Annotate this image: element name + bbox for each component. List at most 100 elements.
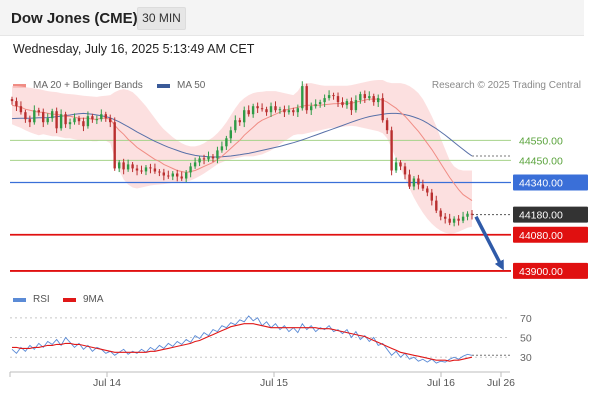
candle-body: [144, 167, 148, 172]
candle-body: [359, 94, 362, 101]
candle-body: [33, 110, 36, 123]
candle-body: [225, 138, 228, 147]
candle-body: [211, 156, 215, 159]
candle-body: [193, 162, 197, 167]
candle-body: [372, 96, 375, 103]
candle: [461, 211, 465, 224]
legend-ma20-label: MA 20 + Bollinger Bands: [33, 80, 143, 91]
candle-body: [189, 166, 192, 173]
candle-body: [185, 172, 188, 179]
candle-body: [42, 112, 45, 123]
candle: [37, 107, 40, 116]
candle: [301, 81, 304, 111]
candle-body: [292, 110, 295, 113]
instrument-title: Dow Jones (CME): [11, 10, 138, 27]
candle: [162, 168, 165, 181]
candle: [260, 103, 264, 112]
level-tag-resistance: 44550.00: [519, 135, 563, 147]
candle-body: [59, 114, 63, 129]
level-tag-box: [513, 174, 588, 191]
candle: [368, 91, 371, 101]
rsi-tick-label: 30: [520, 352, 532, 364]
candle: [283, 105, 286, 118]
level-label: 44180.00: [519, 210, 563, 222]
candle: [296, 104, 299, 118]
candle-body: [350, 101, 353, 111]
candle-body: [24, 112, 27, 120]
candle-body: [426, 188, 429, 193]
candle: [149, 163, 152, 174]
candle-body: [216, 150, 219, 159]
candle-body: [399, 162, 402, 167]
candle: [381, 93, 384, 123]
candle-body: [251, 106, 255, 115]
level-tag-box: [513, 206, 588, 223]
candle: [33, 105, 36, 125]
candle-body: [368, 96, 371, 99]
candle: [372, 93, 375, 106]
candle: [104, 111, 107, 122]
candle-body: [457, 218, 460, 221]
candle-body: [278, 109, 282, 111]
candle: [68, 118, 72, 130]
candle: [144, 165, 148, 176]
x-tick-label: Jul 15: [260, 377, 288, 389]
candle: [444, 213, 447, 224]
candle-body: [64, 114, 67, 125]
candle-body: [283, 109, 286, 113]
candle: [193, 157, 197, 169]
candle-body: [113, 122, 116, 169]
level-tag-last: 44180.00: [513, 206, 588, 223]
candle: [448, 213, 451, 226]
candle: [109, 114, 112, 128]
candle-body: [229, 130, 232, 139]
candle-body: [265, 109, 268, 113]
candle-body: [385, 120, 389, 131]
candle: [439, 208, 442, 221]
level-tag-support: 44080.00: [513, 226, 588, 243]
candle: [82, 117, 85, 132]
candle: [430, 188, 433, 206]
timeframe-button[interactable]: 30 MIN: [137, 7, 186, 30]
legend-rsi-label: RSI: [33, 294, 50, 305]
candle-body: [95, 119, 98, 121]
candle: [131, 162, 134, 173]
candle-body: [466, 213, 469, 217]
candle-body: [243, 110, 246, 123]
candle-body: [202, 158, 206, 160]
candle-body: [444, 216, 447, 219]
candle-body: [430, 192, 433, 201]
candle-body: [176, 173, 179, 177]
candle-body: [435, 200, 438, 211]
candle-body: [287, 110, 291, 113]
candle-body: [118, 162, 121, 169]
candle-body: [19, 106, 23, 113]
rsi-tick-label: 70: [520, 313, 532, 325]
ma20-swatch: [13, 83, 26, 88]
credit-label: Research © 2025 Trading Central: [431, 80, 581, 91]
candle-body: [421, 184, 425, 189]
candle-body: [310, 106, 313, 111]
candle-body: [439, 210, 442, 217]
candle-body: [198, 158, 201, 163]
projection-arrow: [474, 215, 504, 271]
candle: [332, 92, 335, 100]
candle: [118, 160, 121, 173]
top-bar: Dow Jones (CME) 30 MIN: [0, 0, 584, 36]
candle: [341, 97, 344, 108]
candle-body: [470, 213, 474, 215]
candle: [452, 216, 456, 227]
candle-body: [238, 120, 241, 123]
candle: [171, 171, 174, 181]
candle-body: [296, 108, 299, 113]
candle: [466, 211, 469, 221]
ma50-swatch: [157, 83, 170, 88]
level-label: 44080.00: [519, 230, 563, 242]
candle: [265, 106, 268, 116]
candle: [91, 113, 94, 123]
candle: [426, 186, 429, 197]
candle: [64, 111, 67, 128]
candle-body: [314, 104, 317, 107]
candle-body: [73, 118, 76, 123]
